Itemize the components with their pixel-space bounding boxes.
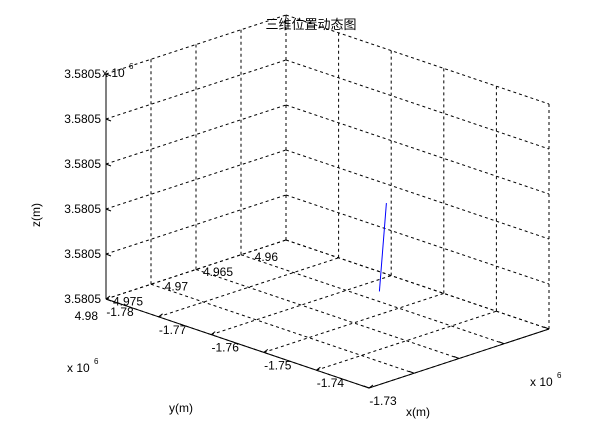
z-tick-mark-1 — [105, 253, 112, 257]
x-tick-mark-1 — [158, 313, 163, 318]
x-tick-label-5: -1.73 — [369, 394, 397, 408]
x-exponent-base: x 10 — [530, 375, 553, 389]
grid-line-floor-y-1 — [240, 254, 505, 345]
y-tick-mark-3 — [408, 370, 415, 374]
y-tick-mark-4 — [363, 385, 370, 389]
x-tick-mark-0 — [105, 295, 111, 300]
z-tick-label-0: 3.5805 — [64, 292, 101, 306]
z-tick-label-1: 3.5805 — [64, 247, 101, 261]
grid-line-floor-x-2 — [211, 275, 392, 336]
grid-line-back-z-4 — [285, 59, 550, 150]
grid-line-back-z-2 — [285, 149, 550, 240]
grid-line-left-z-1 — [105, 194, 287, 255]
z-tick-label-2: 3.5805 — [64, 202, 101, 216]
y-tick-mark-1 — [498, 341, 505, 345]
x-tick-mark-4 — [316, 366, 321, 371]
y-exponent: x 10 6 — [67, 357, 99, 375]
x-tick-label-4: -1.74 — [317, 376, 345, 390]
data-series — [378, 203, 387, 292]
z-exponent: x 10 6 — [102, 62, 134, 80]
y-tick-label-4: 4.98 — [75, 309, 99, 323]
x-exponent-power: 6 — [557, 371, 562, 380]
y-exponent-base: x 10 — [67, 361, 90, 375]
grid-line-floor-x-4 — [316, 310, 497, 371]
z-tick-mark-2 — [105, 208, 112, 212]
chart-title: 三维位置动态图 — [265, 18, 356, 33]
x-tick-label-3: -1.75 — [264, 358, 292, 372]
z-tick-mark-3 — [105, 163, 112, 167]
x-tick-label-1: -1.77 — [159, 323, 187, 337]
grid-line-left-z-2 — [105, 149, 287, 210]
grid-line-floor-y-3 — [150, 283, 415, 374]
z-axis-label: z(m) — [29, 203, 43, 227]
x-axis-label: x(m) — [406, 405, 430, 419]
tick-labels: -1.78 -1.77 -1.76 -1.75 -1.74 -1.73 4.96 4.965 4… — [64, 67, 397, 408]
grid-line-left-z-4 — [105, 59, 287, 120]
y-tick-label-3: 4.975 — [113, 294, 143, 308]
y-tick-mark-2 — [453, 356, 460, 359]
z-tick-label-4: 3.5805 — [64, 112, 101, 126]
x-tick-mark-5 — [368, 384, 374, 389]
series-line — [378, 203, 387, 292]
grid-line-back-z-0 — [285, 239, 550, 330]
x-exponent: x 10 6 — [530, 371, 562, 389]
grid-line-floor-x-3 — [263, 292, 444, 353]
x-tick-mark-3 — [263, 348, 269, 353]
grid-line-back-z-5 — [285, 14, 550, 105]
grid-line-left-z-5 — [105, 14, 287, 75]
z-tick-mark-0 — [105, 298, 112, 302]
z-exponent-power: 6 — [129, 62, 134, 71]
grid-line-back-z-3 — [285, 104, 550, 195]
x-tick-mark-2 — [210, 331, 216, 336]
y-tick-label-1: 4.965 — [203, 265, 233, 279]
y-tick-label-0: 4.96 — [255, 250, 279, 264]
y-axis-label: y(m) — [169, 401, 193, 415]
x-tick-label-2: -1.76 — [212, 341, 240, 355]
grid-line-floor-y-2 — [195, 269, 460, 359]
z-tick-mark-4 — [105, 118, 112, 122]
z-tick-label-3: 3.5805 — [64, 157, 101, 171]
y-exponent-power: 6 — [94, 357, 99, 366]
z-exponent-base: x 10 — [102, 66, 125, 80]
z-tick-label-5: 3.5805 — [64, 67, 101, 81]
grid-line-left-z-3 — [105, 104, 287, 165]
grid-line-left-z-0 — [105, 239, 287, 300]
x-tick-label-0: -1.78 — [106, 305, 134, 319]
grid-line-back-z-1 — [285, 194, 550, 285]
z-tick-mark-5 — [105, 73, 112, 77]
grid-line-floor-x-1 — [158, 257, 339, 318]
y-tick-label-2: 4.97 — [165, 280, 189, 294]
x-axis-line — [105, 298, 370, 389]
y-tick-mark-0 — [543, 326, 550, 330]
axis-lines — [105, 73, 550, 389]
